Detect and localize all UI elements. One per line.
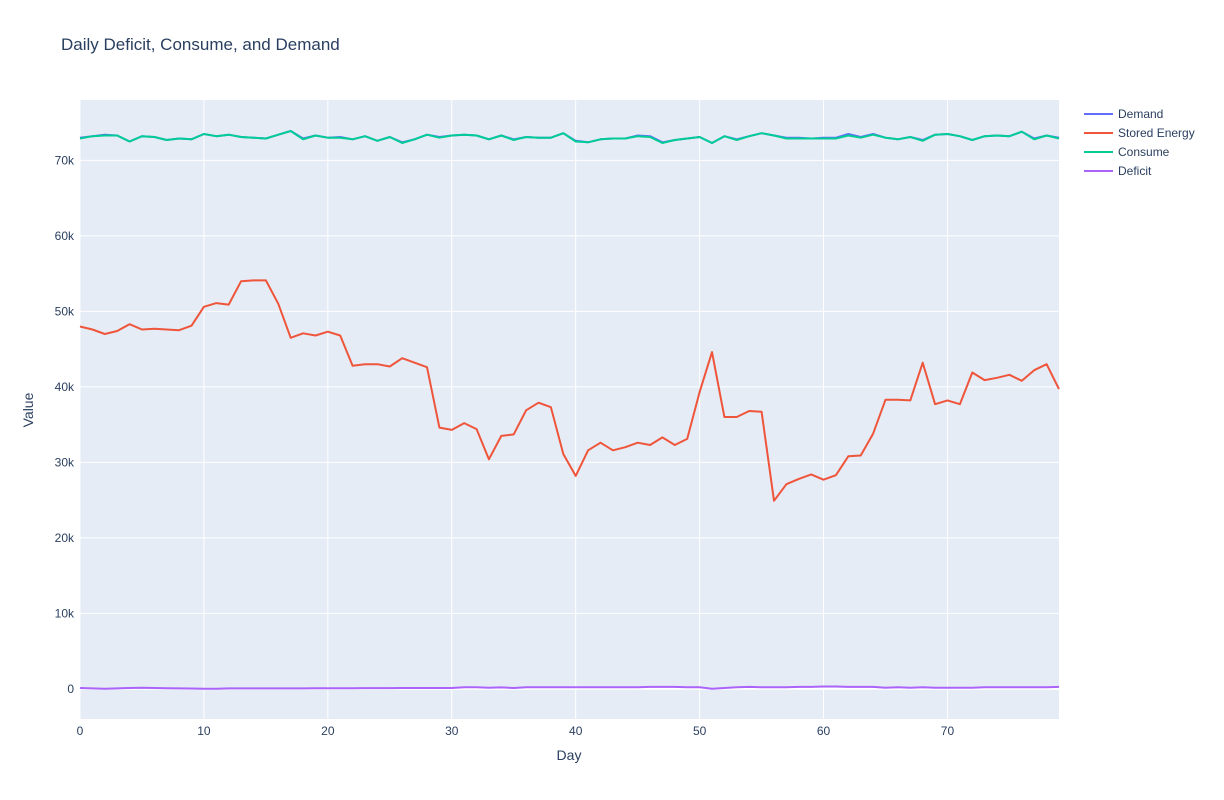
y-axis-title: Value — [20, 392, 36, 427]
chart-title: Daily Deficit, Consume, and Demand — [61, 35, 340, 54]
x-tick-label: 70 — [941, 724, 955, 738]
x-tick-label: 0 — [77, 724, 84, 738]
x-tick-label: 20 — [321, 724, 335, 738]
legend-item[interactable]: Consume — [1084, 145, 1170, 159]
y-tick-label: 50k — [55, 304, 75, 318]
legend-label: Consume — [1118, 145, 1170, 159]
series-line-stored-energy[interactable] — [79, 279, 1060, 502]
y-tick-label: 30k — [55, 455, 75, 469]
y-tick-label: 40k — [55, 380, 75, 394]
series-layer — [79, 130, 1060, 690]
series-line-consume[interactable] — [79, 130, 1060, 144]
x-axis-title: Day — [557, 747, 582, 763]
y-tick-label: 70k — [55, 153, 75, 167]
legend-item[interactable]: Demand — [1084, 107, 1163, 121]
legend-item[interactable]: Stored Energy — [1084, 126, 1195, 140]
x-tick-label: 50 — [693, 724, 707, 738]
x-tick-label: 10 — [197, 724, 211, 738]
legend-item[interactable]: Deficit — [1084, 164, 1152, 178]
x-tick-label: 30 — [445, 724, 459, 738]
y-tick-label: 20k — [55, 531, 75, 545]
legend-label: Demand — [1118, 107, 1163, 121]
tick-layer: 0 10k 20k 30k 40k 50k 60k 70k 0 10 20 30 40 50 60 70 — [55, 153, 955, 738]
y-tick-label: 10k — [55, 606, 75, 620]
legend-label: Deficit — [1118, 164, 1152, 178]
legend-label: Stored Energy — [1118, 126, 1195, 140]
legend[interactable]: Demand Stored Energy Consume Deficit — [1084, 107, 1195, 178]
x-tick-label: 60 — [817, 724, 831, 738]
y-tick-label: 0 — [67, 682, 74, 696]
y-tick-label: 60k — [55, 229, 75, 243]
series-line-deficit[interactable] — [79, 685, 1060, 690]
x-tick-label: 40 — [569, 724, 583, 738]
plot-area — [80, 100, 1059, 719]
grid-layer — [79, 100, 1059, 719]
